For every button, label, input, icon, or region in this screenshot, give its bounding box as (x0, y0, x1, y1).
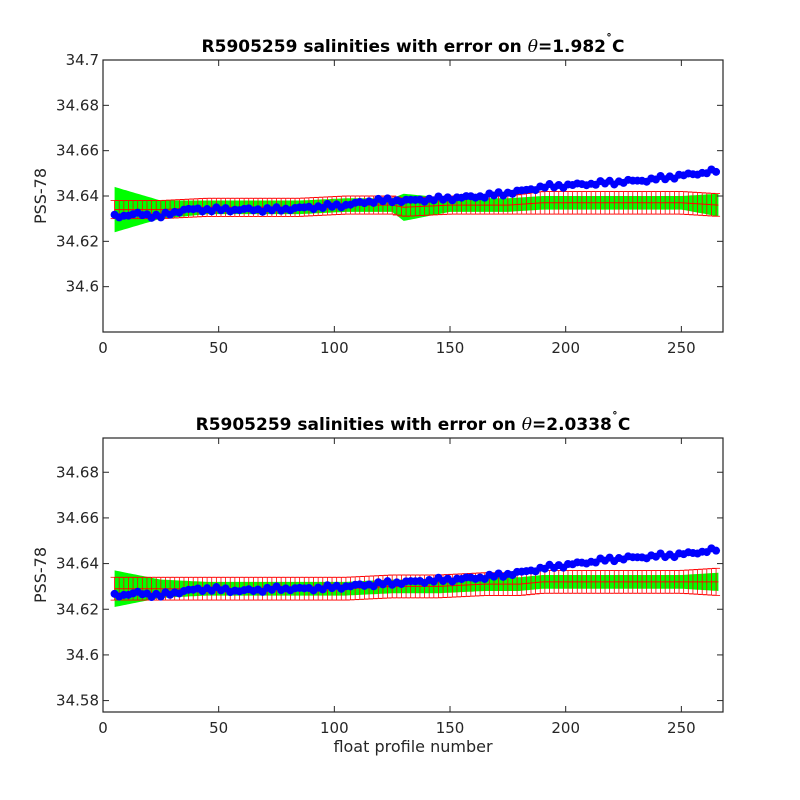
y-tick-label: 34.6 (66, 646, 99, 664)
float-salinity-points (110, 544, 721, 601)
plot-marks (110, 544, 721, 607)
title-prefix: R5905259 salinities with error on (202, 37, 528, 57)
y-tick-label: 34.68 (56, 463, 99, 481)
chart-title: R5905259 salinities with error on θ=2.03… (196, 410, 631, 435)
x-tick-label: 0 (98, 339, 108, 357)
y-tick-label: 34.7 (66, 51, 99, 69)
title-unit: C (618, 415, 630, 435)
y-axis-label: PSS-78 (31, 168, 50, 224)
y-tick-label: 34.64 (56, 555, 99, 573)
y-tick-label: 34.68 (56, 96, 99, 114)
x-tick-label: 100 (320, 719, 349, 737)
error-band (114, 570, 719, 607)
y-tick-label: 34.6 (66, 278, 99, 296)
title-prefix: R5905259 salinities with error on (196, 415, 522, 435)
y-axis-label: PSS-78 (31, 547, 50, 603)
x-tick-label: 250 (667, 719, 696, 737)
axes-box (102, 437, 724, 713)
y-tick-label: 34.66 (56, 142, 99, 160)
title-value: =2.0338 (532, 415, 612, 435)
title-degree: ˚ (606, 32, 612, 47)
plot-marks (110, 165, 721, 233)
y-tick-label: 34.64 (56, 187, 99, 205)
y-tick-label: 34.66 (56, 509, 99, 527)
title-unit: C (612, 37, 624, 57)
x-tick-label: 0 (98, 719, 108, 737)
x-tick-label: 150 (436, 339, 465, 357)
title-degree: ˚ (612, 410, 618, 425)
float-salinity-points (110, 165, 721, 222)
y-tick-label: 34.62 (56, 232, 99, 250)
chart-panel-2: 0 50 100 150 200 250 34.58 34.6 34.62 34.64 34.66 3… (31, 410, 724, 756)
y-tick-label: 34.62 (56, 600, 99, 618)
salinity-point (712, 546, 721, 555)
x-tick-label: 200 (551, 339, 580, 357)
x-tick-label: 250 (667, 339, 696, 357)
x-tick-label: 50 (209, 719, 228, 737)
chart-panel-1: 0 50 100 150 200 250 34.6 34.62 34.64 34.66 34.68 3… (31, 32, 724, 357)
y-tick-label: 34.58 (56, 692, 99, 710)
x-axis-label: float profile number (333, 737, 493, 756)
title-theta: θ (528, 37, 538, 57)
x-tick-label: 100 (320, 339, 349, 357)
x-tick-label: 50 (209, 339, 228, 357)
title-value: =1.982 (538, 37, 606, 57)
x-tick-label: 150 (436, 719, 465, 737)
x-tick-label: 200 (551, 719, 580, 737)
error-band (114, 186, 719, 233)
salinity-point (712, 167, 721, 176)
chart-title: R5905259 salinities with error on θ=1.98… (202, 32, 625, 57)
title-theta: θ (522, 415, 532, 435)
